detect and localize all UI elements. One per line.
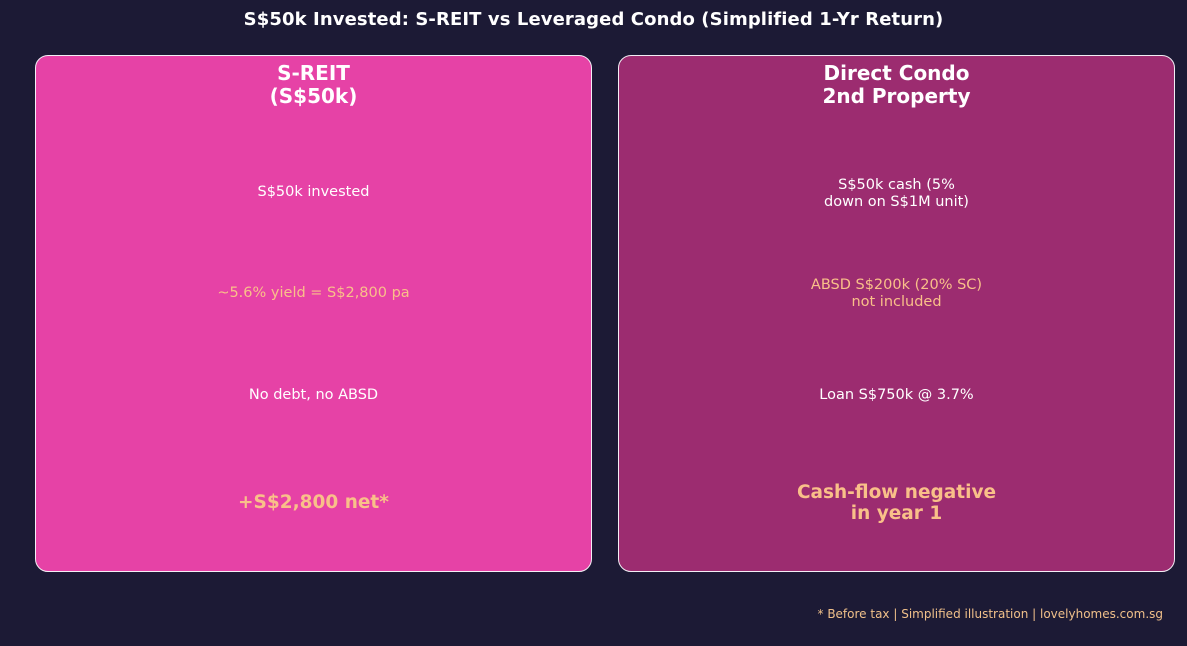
sreit-yield-line: ~5.6% yield = S$2,800 pa: [217, 285, 410, 301]
condo-loan-line: Loan S$750k @ 3.7%: [819, 387, 974, 403]
sreit-investment-line: S$50k invested: [257, 184, 370, 200]
condo-result: Cash-flow negative in year 1: [796, 482, 997, 524]
page-title: S$50k Invested: S-REIT vs Leveraged Cond…: [243, 9, 944, 30]
sreit-result: +S$2,800 net*: [238, 492, 389, 513]
footer-note: * Before tax | Simplified illustration |…: [817, 607, 1164, 621]
condo-cash-line: S$50k cash (5% down on S$1M unit): [824, 177, 969, 210]
sreit-card-title: S-REIT (S$50k): [269, 61, 358, 108]
condo-card-title: Direct Condo 2nd Property: [822, 61, 971, 108]
condo-absd-line: ABSD S$200k (20% SC) not included: [810, 277, 983, 310]
sreit-debt-line: No debt, no ABSD: [248, 387, 379, 403]
sreit-card: S-REIT (S$50k) S$50k invested ~5.6% yiel…: [35, 55, 592, 572]
condo-card: Direct Condo 2nd Property S$50k cash (5%…: [618, 55, 1175, 572]
